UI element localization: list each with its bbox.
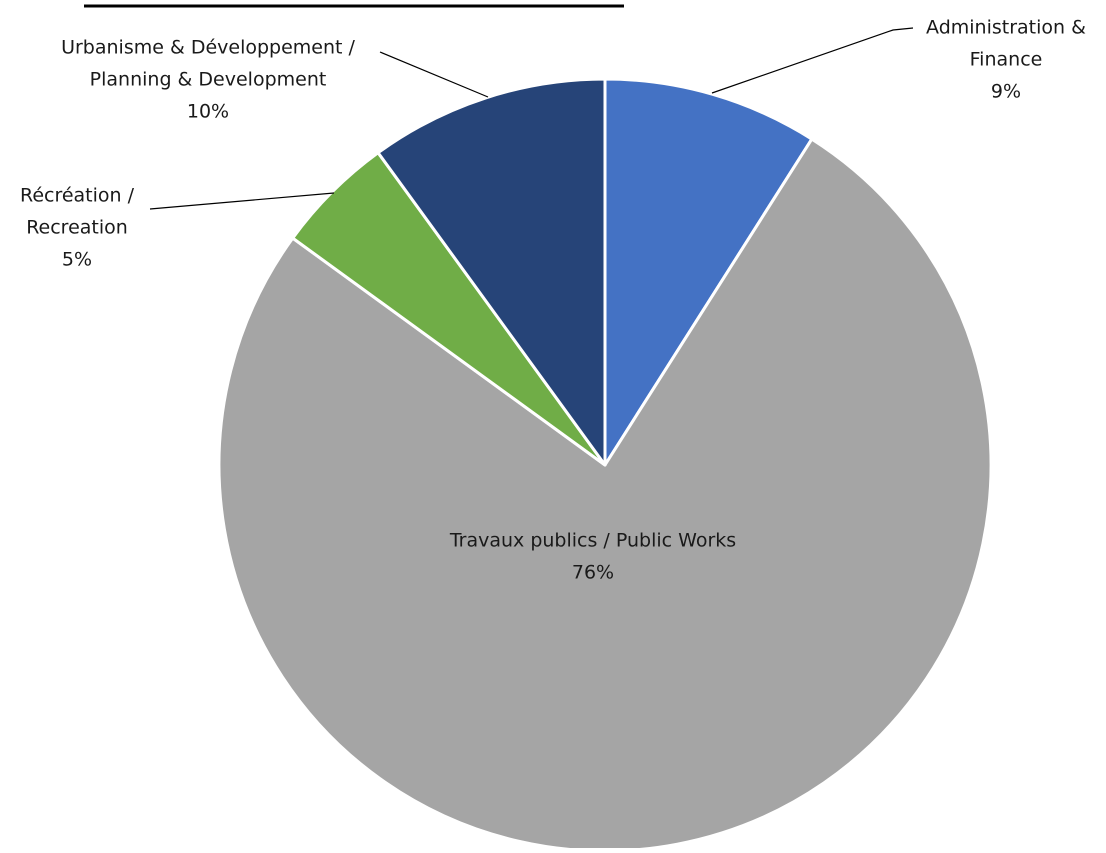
slice-category-label-0: Administration & (926, 17, 1086, 39)
leader-line-2 (149, 192, 335, 210)
slice-percent-label-1: 76% (572, 562, 614, 584)
slice-percent-label-3: 10% (187, 101, 229, 123)
data-labels-layer: Administration & Finance 9% Travaux publics… (20, 17, 1086, 584)
slice-category-label-2: Recreation (26, 217, 128, 239)
slice-percent-label-2: 5% (62, 249, 92, 271)
leader-line-0 (711, 27, 914, 94)
slice-category-label-0: Finance (970, 49, 1043, 71)
pie-slice-0 (603, 77, 814, 467)
slice-category-label-3: Urbanisme & Développement / (61, 37, 355, 59)
slice-category-label-2: Récréation / (20, 185, 135, 207)
slice-category-label-3: Planning & Development (90, 69, 327, 91)
pie-slice-3 (376, 77, 607, 467)
leader-line-3 (379, 51, 489, 98)
slices-layer (217, 77, 993, 853)
slice-category-label-1: Travaux publics / Public Works (449, 530, 736, 552)
leader-lines-layer (149, 27, 914, 210)
pie-slice-1 (217, 137, 993, 853)
slice-percent-label-0: 9% (991, 81, 1021, 103)
